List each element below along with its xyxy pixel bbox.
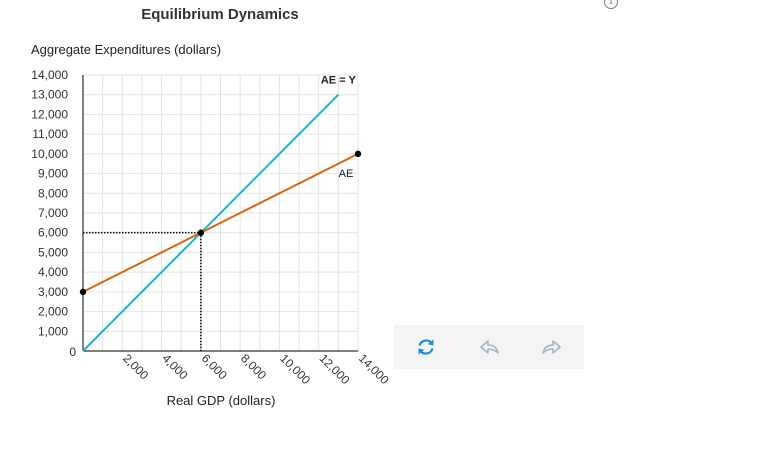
markers[interactable] (79, 150, 362, 296)
line-labels: AE = Y AE (321, 75, 357, 180)
info-icon[interactable]: i (604, 0, 618, 9)
x-axis-label: Real GDP (dollars) (166, 393, 276, 408)
x-tick-label: 8,000 (238, 351, 269, 382)
refresh-icon (418, 339, 434, 355)
ae-endpoint-marker (79, 288, 87, 296)
x-tick-label: 12,000 (317, 351, 353, 387)
y-tick-label: 12,000 (31, 107, 68, 121)
x-tick-label: 10,000 (277, 351, 313, 387)
x-tick-label: 14,000 (356, 351, 392, 387)
y-tick-label: 14,000 (31, 68, 68, 82)
reset-button[interactable] (414, 335, 438, 359)
x-tick-label: 6,000 (199, 351, 230, 382)
y-tick-label: 10,000 (31, 147, 68, 161)
y-tick-label: 13,000 (31, 88, 68, 102)
series[interactable] (82, 94, 359, 352)
redo-button[interactable] (540, 335, 564, 359)
undo-button[interactable] (477, 335, 501, 359)
y-tick-label: 2,000 (38, 305, 68, 319)
axes (82, 75, 358, 352)
origin-label: 0 (69, 345, 76, 359)
y-tick-label: 9,000 (38, 167, 68, 181)
y-tick-label: 5,000 (38, 245, 68, 259)
ae-label: AE (339, 168, 354, 180)
y-tick-label: 4,000 (38, 265, 68, 279)
ae-equals-y-line (82, 94, 340, 352)
ae-line (82, 152, 359, 293)
y-axis-label: Aggregate Expenditures (dollars) (31, 42, 222, 57)
y-tick-label: 6,000 (38, 226, 68, 240)
equilibrium-marker (197, 229, 205, 236)
chart-title: Equilibrium Dynamics (141, 6, 299, 23)
y-tick-label: 3,000 (38, 285, 68, 299)
ae-endpoint-marker (354, 150, 362, 158)
y-tick-label: 11,000 (32, 127, 68, 141)
y-tick-label: 7,000 (38, 206, 68, 220)
x-tick-label: 2,000 (120, 351, 151, 382)
undo-icon (480, 340, 499, 354)
x-tick-label: 4,000 (159, 351, 190, 382)
toolbar (394, 325, 584, 369)
y-tick-label: 8,000 (38, 186, 68, 200)
redo-icon (542, 340, 561, 354)
y-tick-label: 1,000 (38, 324, 68, 338)
ae-equals-y-label: AE = Y (321, 75, 357, 87)
